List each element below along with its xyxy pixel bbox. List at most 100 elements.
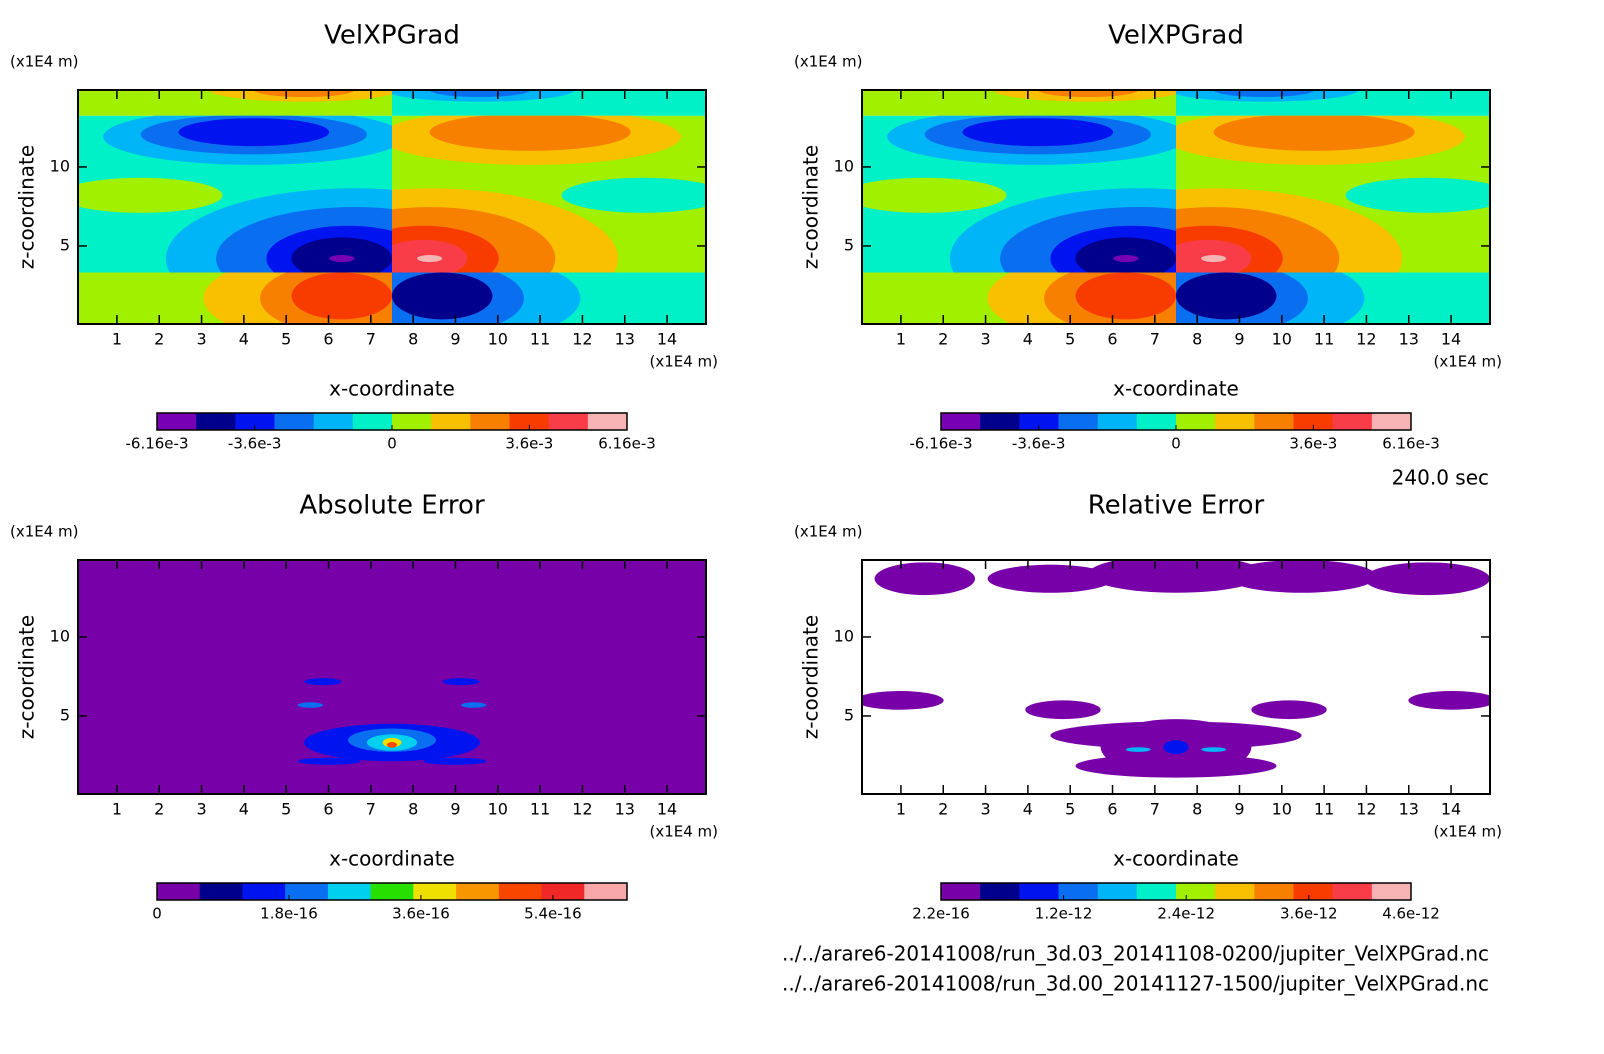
y-axis-label: z-coordinate [799,615,823,739]
x-tick-label: 12 [1356,800,1376,819]
colorbar-segment [1332,413,1373,430]
x-tick-label: 12 [572,800,592,819]
x-unit: (x1E4 m) [1433,353,1502,371]
contour-level [392,272,493,320]
colorbar-segment [1136,413,1177,430]
colorbar-segment [1332,883,1373,900]
x-axis-label: x-coordinate [329,377,455,401]
colorbar-tick-label: -6.16e-3 [126,435,189,453]
contour-level [386,742,398,748]
colorbar-segment [1097,413,1138,430]
contour-level [862,691,944,710]
x-tick-label: 10 [1272,800,1292,819]
colorbar-segment [980,413,1020,430]
x-tick-label: 1 [112,330,122,349]
y-tick-label: 5 [844,705,854,724]
chart-title: Relative Error [1088,491,1265,521]
x-tick-label: 13 [615,800,635,819]
colorbar-segment [941,883,981,900]
colorbar-segment [1215,883,1255,900]
colorbar-segment [470,413,510,430]
colorbar-segment [584,883,628,900]
contour-level [1226,560,1377,593]
colorbar-segment [1293,413,1334,430]
colorbar-segment [274,413,315,430]
contour-level [1364,562,1490,596]
colorbar-segment [1254,883,1294,900]
x-tick-label: 3 [980,800,990,819]
x-tick-label: 3 [196,330,206,349]
x-tick-label: 11 [1314,330,1334,349]
colorbar-segment [941,413,981,430]
x-tick-label: 2 [154,330,164,349]
x-tick-label: 2 [938,330,948,349]
colorbar-tick-label: 0 [152,905,162,923]
y-unit: (x1E4 m) [794,523,863,541]
contour-level [561,177,706,213]
x-tick-label: 9 [1234,330,1244,349]
x-tick-label: 14 [657,800,677,819]
plot-frame [77,89,707,325]
y-tick-label: 5 [844,235,854,254]
colorbar-segment [548,413,589,430]
x-tick-label: 5 [281,330,291,349]
contour-level [962,118,1114,147]
contour-field [862,90,1490,324]
contour-level [1163,740,1189,755]
contour-level [987,564,1114,593]
colorbar-segment [352,413,393,430]
colorbar-segment [1215,413,1255,430]
contour-level [1125,747,1151,752]
x-tick-label: 7 [1150,800,1160,819]
y-tick-label: 10 [834,626,854,645]
colorbar-segment [285,883,329,900]
colorbar-segment [1371,883,1412,900]
colorbar-segment [431,413,471,430]
colorbar-tick-label: -6.16e-3 [910,435,973,453]
plot-frame [861,89,1491,325]
colorbar-tick-label: 5.4e-16 [524,905,582,923]
contour-level [1075,754,1277,778]
colorbar-tick-label: 1.8e-16 [260,905,318,923]
x-tick-label: 8 [408,800,418,819]
colorbar-segment [1058,413,1099,430]
contour-level [417,254,443,262]
colorbar-segment [587,413,628,430]
contour-field [78,90,706,324]
contour-level [1251,700,1327,720]
x-unit: (x1E4 m) [1433,823,1502,841]
y-unit: (x1E4 m) [794,53,863,71]
x-axis-label: x-coordinate [1113,377,1239,401]
x-tick-label: 4 [239,330,249,349]
contour-level [78,177,223,213]
x-tick-label: 10 [1272,330,1292,349]
y-axis-label: z-coordinate [799,145,823,269]
colorbar-segment [157,883,201,900]
contour-level [297,757,361,765]
y-tick-label: 10 [50,626,70,645]
colorbar-segment [413,883,457,900]
colorbar-tick-label: 2.4e-12 [1157,905,1215,923]
colorbar-tick-label: 3.6e-16 [392,905,450,923]
chart-title: Absolute Error [299,491,485,521]
contour-level [442,678,480,686]
x-tick-label: 6 [323,330,333,349]
contour-level [1025,700,1101,720]
x-tick-label: 5 [1065,800,1075,819]
x-tick-label: 12 [572,330,592,349]
contour-level [1050,721,1302,750]
x-tick-label: 7 [1150,330,1160,349]
contour-level [1408,691,1490,710]
x-tick-label: 13 [1399,800,1419,819]
x-tick-label: 6 [323,800,333,819]
colorbar-segment [242,883,286,900]
colorbar-tick-label: 0 [387,435,397,453]
colorbar-segment [541,883,585,900]
x-tick-label: 5 [281,800,291,819]
x-tick-label: 6 [1107,330,1117,349]
x-axis-label: x-coordinate [329,847,455,871]
colorbar-segment [1293,883,1334,900]
colorbar-segment [1176,883,1216,900]
x-tick-label: 13 [615,330,635,349]
